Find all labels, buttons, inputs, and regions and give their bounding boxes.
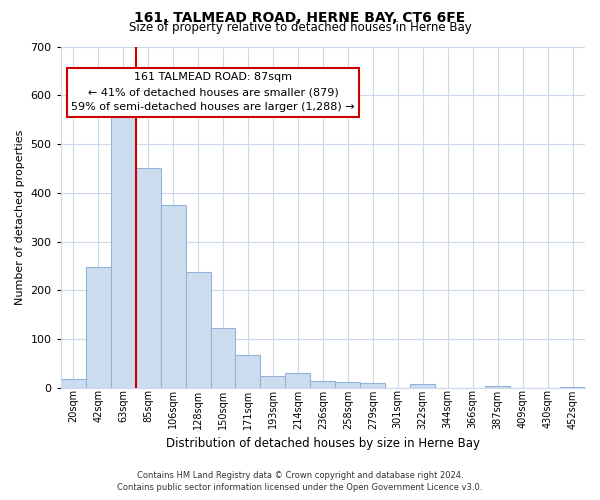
Bar	[335, 382, 361, 388]
Bar	[161, 205, 185, 388]
Bar	[361, 383, 385, 388]
Text: 161 TALMEAD ROAD: 87sqm
← 41% of detached houses are smaller (879)
59% of semi-d: 161 TALMEAD ROAD: 87sqm ← 41% of detache…	[71, 72, 355, 112]
Bar	[410, 384, 435, 388]
Text: Size of property relative to detached houses in Herne Bay: Size of property relative to detached ho…	[128, 21, 472, 34]
Bar	[260, 376, 286, 388]
Bar	[61, 379, 86, 388]
Bar	[485, 386, 510, 388]
Bar	[310, 380, 335, 388]
Text: 161, TALMEAD ROAD, HERNE BAY, CT6 6FE: 161, TALMEAD ROAD, HERNE BAY, CT6 6FE	[134, 11, 466, 25]
Bar	[211, 328, 235, 388]
Y-axis label: Number of detached properties: Number of detached properties	[15, 130, 25, 305]
Bar	[136, 168, 161, 388]
Bar	[235, 354, 260, 388]
X-axis label: Distribution of detached houses by size in Herne Bay: Distribution of detached houses by size …	[166, 437, 480, 450]
Bar	[560, 387, 585, 388]
Bar	[110, 104, 136, 388]
Text: Contains HM Land Registry data © Crown copyright and database right 2024.
Contai: Contains HM Land Registry data © Crown c…	[118, 471, 482, 492]
Bar	[86, 268, 110, 388]
Bar	[185, 272, 211, 388]
Bar	[286, 373, 310, 388]
